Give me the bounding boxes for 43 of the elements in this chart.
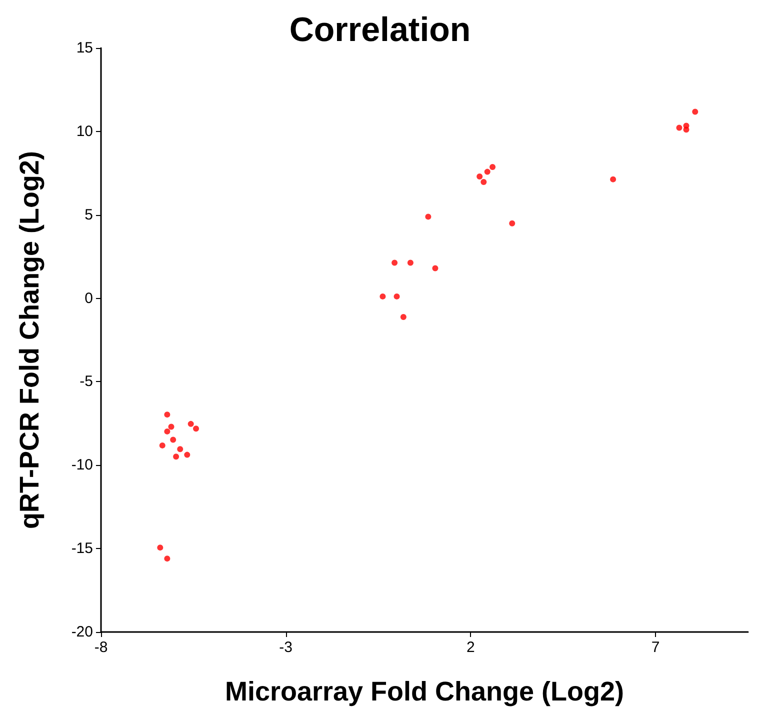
point (177, 446, 184, 452)
point (676, 124, 682, 131)
point (484, 168, 490, 175)
point (170, 436, 176, 443)
x-axis-title: Microarray Fold Change (Log2) (224, 676, 624, 706)
y-tick-label: -10 (71, 456, 93, 474)
point (394, 293, 400, 300)
point (173, 454, 180, 460)
point (392, 260, 398, 266)
y-tick-label: 0 (84, 290, 93, 307)
x-tick-label: 7 (651, 639, 660, 656)
x-tick-label: -8 (94, 639, 108, 656)
y-tick-label: -20 (71, 624, 93, 640)
point (188, 420, 194, 427)
point (159, 442, 166, 448)
point (683, 126, 690, 133)
point (168, 424, 174, 430)
chart-title: Correlation (289, 11, 471, 49)
point (509, 220, 516, 226)
y-tick-label: 15 (76, 40, 93, 56)
point (164, 556, 170, 562)
x-tick-label: -3 (279, 639, 293, 656)
point (193, 426, 200, 432)
point (480, 178, 487, 185)
point (380, 293, 386, 300)
point (425, 214, 432, 220)
point (490, 164, 496, 170)
point (476, 173, 483, 180)
x-tick-label: 2 (466, 639, 475, 656)
point (164, 428, 170, 434)
y-tick-label: -5 (80, 373, 93, 390)
y-tick-label: -15 (71, 540, 93, 558)
point (610, 176, 616, 182)
point (432, 265, 438, 272)
point (400, 314, 406, 320)
point (407, 260, 414, 266)
y-axis-title: qRT-PCR Fold Change (Log2) (14, 151, 44, 529)
point (692, 108, 698, 115)
point (164, 412, 170, 418)
point (157, 544, 164, 551)
point (184, 452, 190, 458)
y-tick-label: 5 (84, 206, 93, 224)
y-tick-label: 10 (76, 122, 93, 140)
